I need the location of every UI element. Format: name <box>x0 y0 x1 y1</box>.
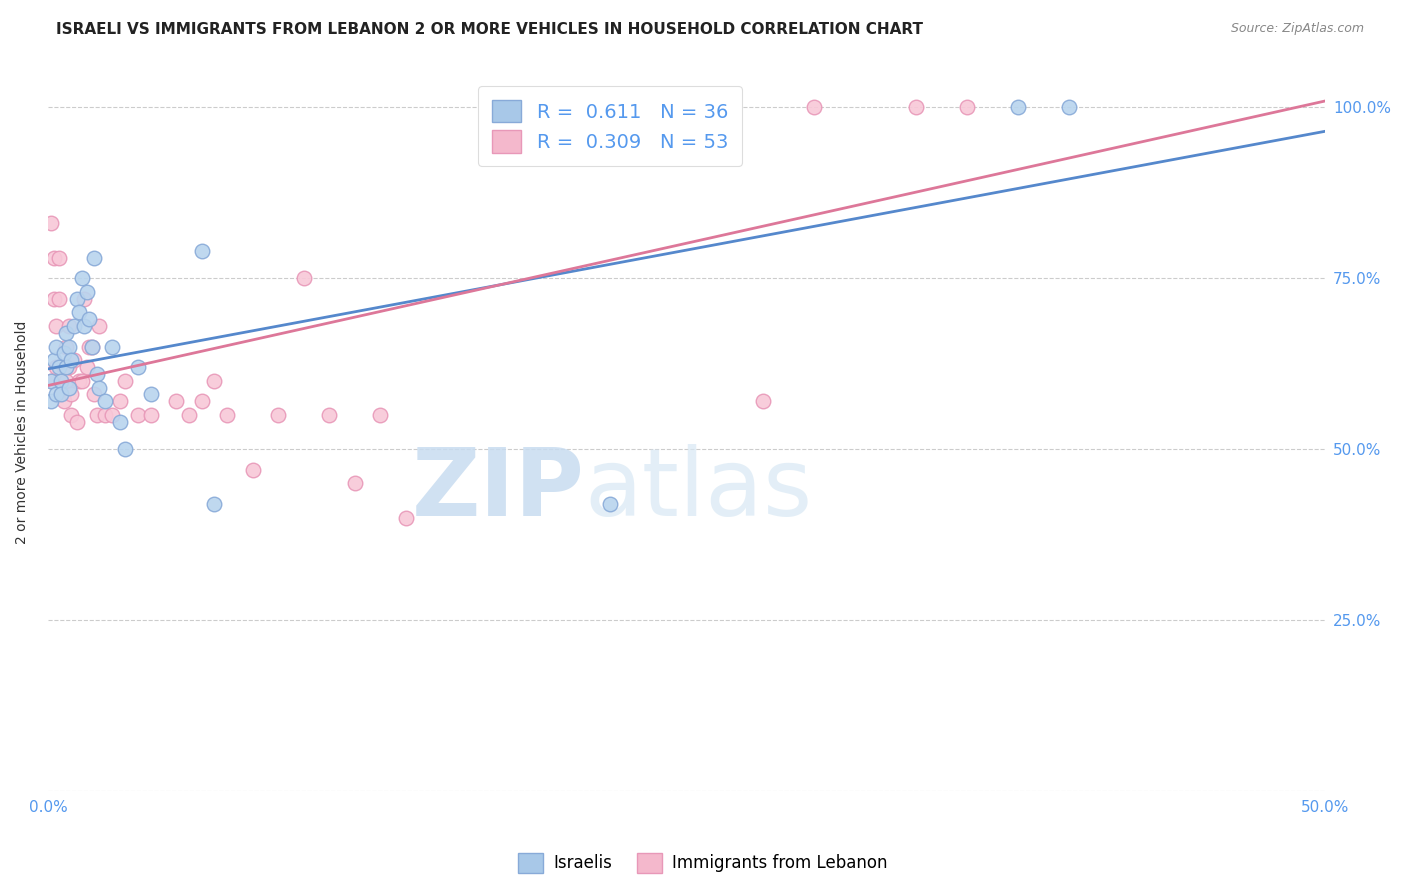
Point <box>101 340 124 354</box>
Point <box>39 374 62 388</box>
Point <box>65 415 87 429</box>
Point <box>114 374 136 388</box>
Point <box>89 319 111 334</box>
Point <box>79 312 101 326</box>
Point <box>51 387 73 401</box>
Point <box>39 394 62 409</box>
Point <box>165 394 187 409</box>
Point <box>177 408 200 422</box>
Point <box>76 360 98 375</box>
Point <box>65 292 87 306</box>
Point <box>318 408 340 422</box>
Point <box>52 346 75 360</box>
Point <box>343 476 366 491</box>
Point <box>139 387 162 401</box>
Point <box>55 360 77 375</box>
Point <box>73 292 96 306</box>
Point <box>599 497 621 511</box>
Point <box>86 367 108 381</box>
Point <box>48 251 70 265</box>
Point <box>395 510 418 524</box>
Point <box>76 285 98 299</box>
Point <box>60 408 83 422</box>
Point <box>51 374 73 388</box>
Point <box>114 442 136 457</box>
Point <box>48 292 70 306</box>
Point <box>58 319 80 334</box>
Point <box>80 340 103 354</box>
Point <box>63 353 86 368</box>
Point <box>127 408 149 422</box>
Point <box>73 319 96 334</box>
Point <box>79 340 101 354</box>
Point <box>58 360 80 375</box>
Point <box>42 353 65 368</box>
Point <box>548 100 571 114</box>
Point <box>574 100 596 114</box>
Point <box>48 360 70 375</box>
Point <box>52 394 75 409</box>
Point <box>202 374 225 388</box>
Point <box>39 217 62 231</box>
Point <box>139 408 162 422</box>
Point <box>956 100 979 114</box>
Point <box>51 387 73 401</box>
Text: Source: ZipAtlas.com: Source: ZipAtlas.com <box>1230 22 1364 36</box>
Point <box>292 271 315 285</box>
Point <box>101 408 124 422</box>
Point <box>58 340 80 354</box>
Point <box>93 408 115 422</box>
Point <box>39 374 62 388</box>
Point <box>202 497 225 511</box>
Point <box>45 387 67 401</box>
Point <box>45 340 67 354</box>
Point <box>55 374 77 388</box>
Point <box>93 394 115 409</box>
Text: ZIP: ZIP <box>412 443 585 535</box>
Point <box>55 340 77 354</box>
Point <box>1059 100 1081 114</box>
Text: ISRAELI VS IMMIGRANTS FROM LEBANON 2 OR MORE VEHICLES IN HOUSEHOLD CORRELATION C: ISRAELI VS IMMIGRANTS FROM LEBANON 2 OR … <box>56 22 924 37</box>
Text: atlas: atlas <box>585 443 813 535</box>
Point <box>86 408 108 422</box>
Point <box>190 394 212 409</box>
Point <box>67 305 90 319</box>
Point <box>83 251 105 265</box>
Point <box>60 353 83 368</box>
Point <box>89 381 111 395</box>
Point <box>45 319 67 334</box>
Point <box>368 408 391 422</box>
Point <box>905 100 928 114</box>
Point <box>108 394 131 409</box>
Point <box>42 251 65 265</box>
Point <box>42 292 65 306</box>
Point <box>63 319 86 334</box>
Point <box>1007 100 1029 114</box>
Legend: Israelis, Immigrants from Lebanon: Israelis, Immigrants from Lebanon <box>512 847 894 880</box>
Point <box>803 100 825 114</box>
Point <box>80 340 103 354</box>
Point <box>83 387 105 401</box>
Legend: R =  0.611   N = 36, R =  0.309   N = 53: R = 0.611 N = 36, R = 0.309 N = 53 <box>478 87 741 166</box>
Point <box>70 271 93 285</box>
Y-axis label: 2 or more Vehicles in Household: 2 or more Vehicles in Household <box>15 320 30 544</box>
Point <box>58 381 80 395</box>
Point <box>70 374 93 388</box>
Point <box>51 374 73 388</box>
Point <box>108 415 131 429</box>
Point <box>217 408 239 422</box>
Point <box>190 244 212 258</box>
Point <box>60 387 83 401</box>
Point <box>45 360 67 375</box>
Point <box>242 463 264 477</box>
Point <box>67 374 90 388</box>
Point <box>267 408 290 422</box>
Point <box>55 326 77 340</box>
Point <box>127 360 149 375</box>
Point <box>52 360 75 375</box>
Point <box>752 394 775 409</box>
